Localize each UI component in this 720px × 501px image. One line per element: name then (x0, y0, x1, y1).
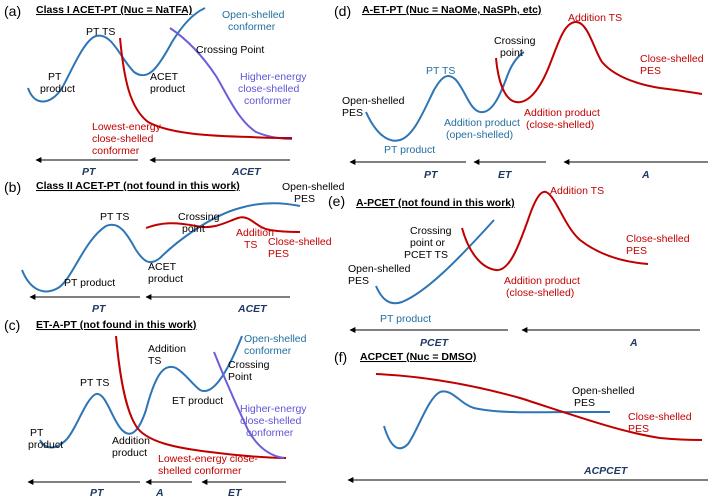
panel-b-title: Class II ACET-PT (not found in this work… (36, 180, 240, 192)
panel-d-addition-ts-label: Addition TS (568, 12, 622, 24)
panel-b-close-shelled-curve (145, 216, 301, 233)
panel-a: (a) Class I ACET-PT (Nuc = NaTFA) PT TS … (4, 3, 307, 178)
panel-a-axis-acet: ACET (231, 166, 262, 178)
panel-e-title: A-PCET (not found in this work) (356, 197, 515, 209)
panel-a-axis-pt: PT (82, 166, 97, 178)
panel-e-axis-pcet: PCET (420, 337, 450, 349)
panel-c-axis-et: ET (228, 487, 243, 499)
panel-c-title: ET-A-PT (not found in this work) (36, 319, 196, 331)
panel-c-addition-product-label: Addition product (112, 435, 150, 459)
panel-d-title: A-ET-PT (Nuc = NaOMe, NaSPh, etc) (362, 4, 541, 16)
panel-b-open-pes-label: Open-shelled PES (282, 181, 345, 205)
panel-c-lowest-energy-label: Lowest-energy close-shelled conformer (158, 453, 258, 477)
panel-e-pt-product-label: PT product (380, 313, 431, 325)
panel-c-higher-energy-label: Higher-energy close-shelled conformer (240, 403, 307, 439)
panel-f-open-shelled-curve (383, 390, 610, 450)
panel-a-lowest-energy-label: Lowest-energy close-shelled conformer (92, 121, 162, 157)
panel-c-pt-product-label: PT product (28, 427, 63, 451)
panel-d-pt-product-label: PT product (384, 144, 435, 156)
panel-b: (b) Class II ACET-PT (not found in this … (4, 179, 345, 315)
panel-e-addition-ts-label: Addition TS (550, 185, 604, 197)
panel-e-close-pes-label: Close-shelled PES (626, 233, 690, 257)
panel-e-letter: (e) (328, 193, 345, 209)
panel-c-letter: (c) (4, 317, 20, 333)
panel-d-addition-product-closed-label: Addition product (close-shelled) (524, 107, 600, 131)
panel-a-higher-energy-label: Higher-energy close-shelled conformer (238, 71, 307, 107)
panel-f-close-shelled-curve (375, 373, 703, 441)
panel-d-close-shelled-curve (495, 20, 703, 104)
panel-a-acet-product-label: ACET product (150, 71, 185, 95)
panel-f-axis-acpcet: ACPCET (583, 465, 629, 477)
panel-c-pt-ts-label: PT TS (80, 377, 109, 389)
panel-f: (f) ACPCET (Nuc = DMSO) Open-shelled PES … (334, 349, 708, 483)
panel-d-addition-product-open-label: Addition product (open-shelled) (444, 117, 520, 141)
panel-c-addition-ts-label: Addition TS (148, 343, 186, 367)
panel-b-crossing-point-label: Crossing point (178, 211, 220, 235)
panel-a-open-shelled-curve (27, 7, 206, 103)
panel-d-open-shelled-curve (365, 51, 525, 142)
panel-c-axis-pt: PT (90, 487, 105, 499)
panel-c: (c) ET-A-PT (not found in this work) Ope… (4, 317, 307, 499)
panel-e: (e) A-PCET (not found in this work) Addi… (328, 185, 700, 349)
panel-d-open-pes-label: Open-shelled PES (342, 95, 405, 119)
panel-b-axis-pt: PT (92, 303, 107, 315)
panel-e-close-shelled-curve (461, 190, 649, 272)
panel-b-pt-ts-label: PT TS (100, 211, 129, 223)
panel-c-higher-energy-curve (213, 351, 285, 459)
panel-c-open-conformer-label: Open-shelled conformer (244, 333, 307, 357)
panel-e-open-shelled-curve (375, 219, 495, 305)
panel-f-open-pes-label: Open-shelled PES (572, 385, 635, 409)
panel-f-letter: (f) (334, 349, 347, 365)
panel-e-crossing-point-label: Crossing point or PCET TS (404, 225, 452, 261)
panel-b-addition-ts-label: Addition TS (236, 227, 274, 251)
panel-b-pt-product-label: PT product (64, 277, 115, 289)
panel-d-axis-et: ET (498, 169, 513, 181)
panel-a-title: Class I ACET-PT (Nuc = NaTFA) (36, 4, 192, 16)
panel-e-addition-product-label: Addition product (close-shelled) (504, 275, 580, 299)
panel-d-close-pes-label: Close-shelled PES (640, 53, 704, 77)
panel-e-axis-a: A (629, 337, 638, 349)
panel-a-pt-product-label: PT product (40, 71, 75, 95)
panel-c-close-shelled-curve (115, 335, 287, 459)
panel-c-crossing-point-label: Crossing Point (228, 359, 270, 383)
panel-b-acet-product-label: ACET product (148, 261, 183, 285)
panel-d-axis-pt: PT (424, 169, 439, 181)
panel-f-title: ACPCET (Nuc = DMSO) (360, 351, 476, 363)
panel-c-et-product-label: ET product (172, 395, 223, 407)
panel-d-axis-a: A (641, 169, 650, 181)
panel-a-close-shelled-curve (119, 37, 293, 139)
panel-b-open-shelled-curve (21, 202, 301, 293)
panel-a-pt-ts-label: PT TS (86, 26, 115, 38)
panel-d-pt-ts-label: PT TS (426, 65, 455, 77)
panel-b-letter: (b) (4, 179, 21, 195)
panel-b-close-pes-label: Close-shelled PES (268, 236, 332, 260)
panel-d-letter: (d) (334, 3, 351, 19)
panel-e-open-pes-label: Open-shelled PES (348, 263, 411, 287)
panel-a-crossing-point-label: Crossing Point (196, 44, 264, 56)
panel-a-open-conformer-label: Open-shelled conformer (222, 9, 285, 33)
panel-d-crossing-point-label: Crossing point (494, 35, 536, 59)
panel-a-letter: (a) (4, 3, 21, 19)
panel-d: (d) A-ET-PT (Nuc = NaOMe, NaSPh, etc) Ad… (334, 3, 708, 181)
panel-c-axis-a: A (155, 487, 164, 499)
panel-f-close-pes-label: Close-shelled PES (628, 411, 692, 435)
panel-b-axis-acet: ACET (237, 303, 268, 315)
